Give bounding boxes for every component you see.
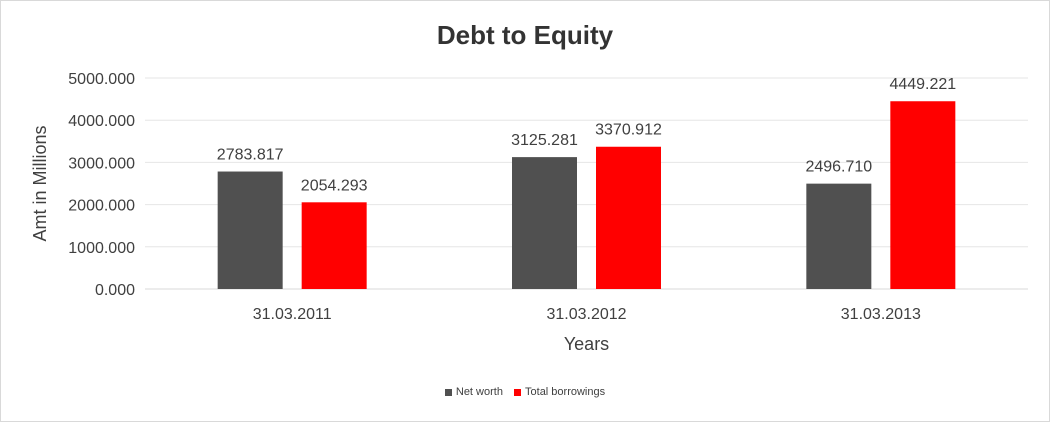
y-tick-label: 0.000 <box>95 282 135 299</box>
bar <box>217 171 283 289</box>
data-label: 3125.281 <box>511 132 578 149</box>
legend-label-total-borrowings: Total borrowings <box>525 386 606 398</box>
bar <box>806 183 872 289</box>
legend-item-net-worth: Net worth <box>444 386 503 398</box>
data-label: 2496.710 <box>805 159 872 176</box>
chart-title: Debt to Equity <box>436 20 614 50</box>
y-tick-label: 1000.000 <box>68 240 135 257</box>
legend-label-net-worth: Net worth <box>455 386 503 398</box>
data-label: 2783.817 <box>217 147 284 164</box>
data-label: 4449.221 <box>889 76 956 93</box>
y-tick-label: 2000.000 <box>68 198 135 215</box>
legend-swatch-total-borrowings <box>514 388 522 396</box>
y-tick-label: 5000.000 <box>68 71 135 88</box>
y-axis-label: Amt in Millions <box>30 125 50 241</box>
data-label: 2054.293 <box>301 177 368 194</box>
legend: Net worth Total borrowings <box>0 386 1050 399</box>
x-tick-label: 31.03.2011 <box>253 306 332 323</box>
x-tick-label: 31.03.2013 <box>841 306 921 323</box>
bar <box>596 146 661 289</box>
bar <box>890 101 956 289</box>
x-axis-label: Years <box>564 334 609 354</box>
bar <box>301 202 367 289</box>
data-label: 3370.912 <box>595 122 662 139</box>
y-tick-label: 4000.000 <box>68 113 135 130</box>
x-tick-label: 31.03.2012 <box>546 306 626 323</box>
legend-swatch-net-worth <box>444 388 452 396</box>
legend-item-total-borrowings: Total borrowings <box>514 386 605 398</box>
y-tick-label: 3000.000 <box>68 155 135 172</box>
bar <box>512 157 577 289</box>
